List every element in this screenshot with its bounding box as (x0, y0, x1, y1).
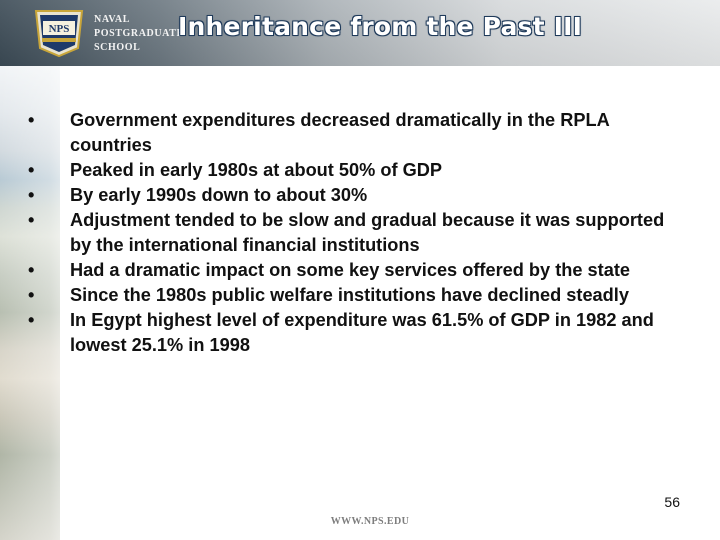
bullet-marker: • (28, 210, 35, 230)
bullet-marker: • (28, 310, 35, 330)
bullet-item: • In Egypt highest level of expenditure … (28, 308, 688, 358)
nps-logo: NPS NAVAL POSTGRADUATE SCHOOL (30, 8, 200, 60)
nps-badge-icon: NPS (34, 10, 84, 58)
bullet-marker: • (28, 185, 35, 205)
logo-line-2: POSTGRADUATE (94, 28, 184, 39)
bullet-marker: • (28, 160, 35, 180)
page-number: 56 (664, 494, 680, 510)
bullet-text: Adjustment tended to be slow and gradual… (70, 210, 665, 255)
bullet-marker: • (28, 110, 35, 130)
logo-line-1: NAVAL (94, 14, 130, 25)
bullet-item: • Since the 1980s public welfare institu… (28, 283, 688, 308)
bullet-marker: • (28, 260, 35, 280)
slide-title: Inheritance from the Past III (178, 12, 583, 41)
bullet-text: Government expenditures decreased dramat… (70, 110, 610, 155)
logo-wordmark: NAVAL POSTGRADUATE SCHOOL (94, 13, 204, 55)
bullet-marker: • (28, 285, 35, 305)
bullet-item: • Peaked in early 1980s at about 50% of … (28, 158, 688, 183)
header-band (0, 0, 720, 66)
photo-fade (0, 66, 90, 540)
bullet-item: • Adjustment tended to be slow and gradu… (28, 208, 688, 258)
bullet-text: Had a dramatic impact on some key servic… (70, 260, 630, 280)
bullet-text: Peaked in early 1980s at about 50% of GD… (70, 160, 442, 180)
bullet-text: By early 1990s down to about 30% (70, 185, 368, 205)
header-shade (0, 0, 720, 66)
bullet-item: • Had a dramatic impact on some key serv… (28, 258, 688, 283)
footer-url: WWW.NPS.EDU (330, 516, 410, 527)
bullet-item: • Government expenditures decreased dram… (28, 108, 688, 158)
logo-line-3: SCHOOL (94, 42, 141, 53)
bullet-item: • By early 1990s down to about 30% (28, 183, 688, 208)
bullet-text: In Egypt highest level of expenditure wa… (70, 310, 654, 355)
bullet-list: • Government expenditures decreased dram… (28, 108, 688, 358)
bullet-text: Since the 1980s public welfare instituti… (70, 285, 629, 305)
nps-badge-text: NPS (49, 23, 70, 35)
